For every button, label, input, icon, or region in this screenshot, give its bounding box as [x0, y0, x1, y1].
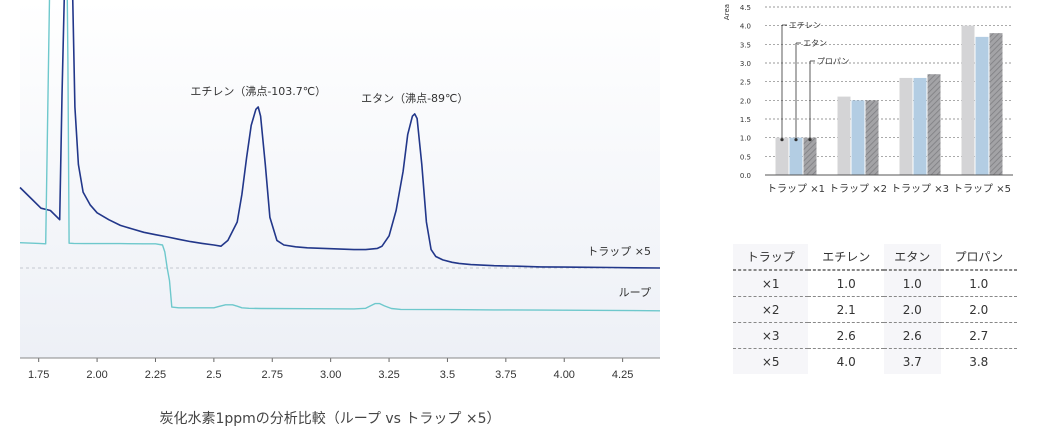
x-tick-label: 3.5 [440, 369, 455, 381]
y-tick-label: 4.0 [740, 23, 751, 31]
table-cell: 2.6 [808, 322, 884, 348]
x-category-label: トラップ ×2 [829, 183, 887, 195]
x-tick-label: 4.00 [554, 369, 575, 381]
legend-leader-dot [780, 138, 784, 142]
legend-label: プロパン [817, 57, 849, 66]
table-header-ethylene: エチレン [808, 244, 884, 270]
x-category-label: トラップ ×1 [767, 183, 825, 195]
table-cell: 3.8 [940, 348, 1017, 374]
bar-4-3 [989, 33, 1003, 176]
legend-label: エタン [803, 39, 827, 48]
y-tick-label: 0.0 [740, 172, 751, 180]
bar-2-2 [851, 100, 865, 175]
area-summary-table: トラップ エチレン エタン プロパン ×1 1.0 1.0 1.0 ×2 2.1… [733, 244, 1017, 374]
bar-1-3 [803, 137, 817, 175]
x-tick-label: 3.00 [320, 369, 341, 381]
table-header-propane: プロパン [940, 244, 1017, 270]
legend-leader-dot [808, 138, 812, 142]
legend-leader-dot [794, 138, 798, 142]
table-cell: ×3 [733, 322, 809, 348]
x-tick-label: 3.75 [495, 369, 516, 381]
series-loop-line [19, 0, 661, 312]
x-tick-label: 4.25 [612, 369, 633, 381]
table-cell: 1.0 [808, 270, 884, 296]
table-header-trap: トラップ [733, 244, 809, 270]
table-cell: 2.0 [940, 296, 1017, 322]
table-row: ×5 4.0 3.7 3.8 [733, 348, 1017, 374]
table-cell: 2.0 [883, 296, 941, 322]
series-label-trap-x5: トラップ ×5 [587, 245, 651, 258]
table-cell: ×5 [733, 348, 809, 374]
y-tick-label: 2.0 [740, 97, 751, 105]
chromatogram-chart: 1.75 2.00 2.25 2.5 2.75 3.00 3.25 3.5 3.75 4.00 4.… [19, 0, 661, 381]
bar-4-2 [975, 36, 989, 175]
y-tick-label: 3.5 [740, 41, 751, 49]
x-tick-label: 2.75 [262, 369, 283, 381]
bar-3-3 [927, 74, 941, 175]
table-row: ×1 1.0 1.0 1.0 [733, 270, 1017, 296]
x-tick-label: 2.25 [145, 369, 166, 381]
table-row: ×2 2.1 2.0 2.0 [733, 296, 1017, 322]
chromatogram-plot-area [20, 0, 660, 358]
area-bar-chart: 0.0 0.5 1.0 1.5 2.0 2.5 3.0 3.5 4.0 4.5 Area トラップ … [723, 4, 1013, 195]
bar-3-1 [899, 77, 913, 175]
bar-2-1 [837, 96, 851, 175]
table-row: ×3 2.6 2.6 2.7 [733, 322, 1017, 348]
table-cell: 2.7 [940, 322, 1017, 348]
y-tick-label: 0.5 [740, 153, 751, 161]
x-category-label: トラップ ×3 [891, 183, 949, 195]
x-tick-label: 2.00 [86, 369, 107, 381]
x-tick-label: 2.5 [206, 369, 221, 381]
y-tick-label: 1.0 [740, 135, 751, 143]
bar-3-2 [913, 77, 927, 175]
y-tick-label: 2.5 [740, 79, 751, 87]
table-cell: 1.0 [883, 270, 941, 296]
y-tick-label: 1.5 [740, 116, 751, 124]
peak-label-ethylene: エチレン（沸点-103.7℃） [190, 85, 326, 98]
y-tick-label: 3.0 [740, 60, 751, 68]
table-cell: 2.6 [883, 322, 941, 348]
bar-1-1 [775, 137, 789, 175]
table-header-row: トラップ エチレン エタン プロパン [733, 244, 1017, 270]
series-label-loop: ループ [619, 286, 651, 299]
peak-label-ethane: エタン（沸点-89℃） [361, 92, 468, 105]
table-cell: ×1 [733, 270, 809, 296]
x-tick-label: 3.25 [378, 369, 399, 381]
y-axis-label: Area [723, 4, 731, 20]
table-cell: 4.0 [808, 348, 884, 374]
bar-2-3 [865, 100, 879, 175]
x-category-label: トラップ ×5 [953, 183, 1011, 195]
figure-caption: 炭化水素1ppmの分析比較（ループ vs トラップ ×5） [159, 411, 501, 427]
table-header-ethane: エタン [883, 244, 941, 270]
table-cell: 2.1 [808, 296, 884, 322]
series-trap-x5-line [19, 0, 661, 269]
bar-4-1 [961, 25, 975, 175]
table-cell: 1.0 [940, 270, 1017, 296]
legend-label: エチレン [789, 21, 821, 30]
bar-1-2 [789, 137, 803, 175]
table-cell: ×2 [733, 296, 809, 322]
table-cell: 3.7 [883, 348, 941, 374]
y-tick-label: 4.5 [740, 4, 751, 12]
x-tick-label: 1.75 [28, 369, 49, 381]
